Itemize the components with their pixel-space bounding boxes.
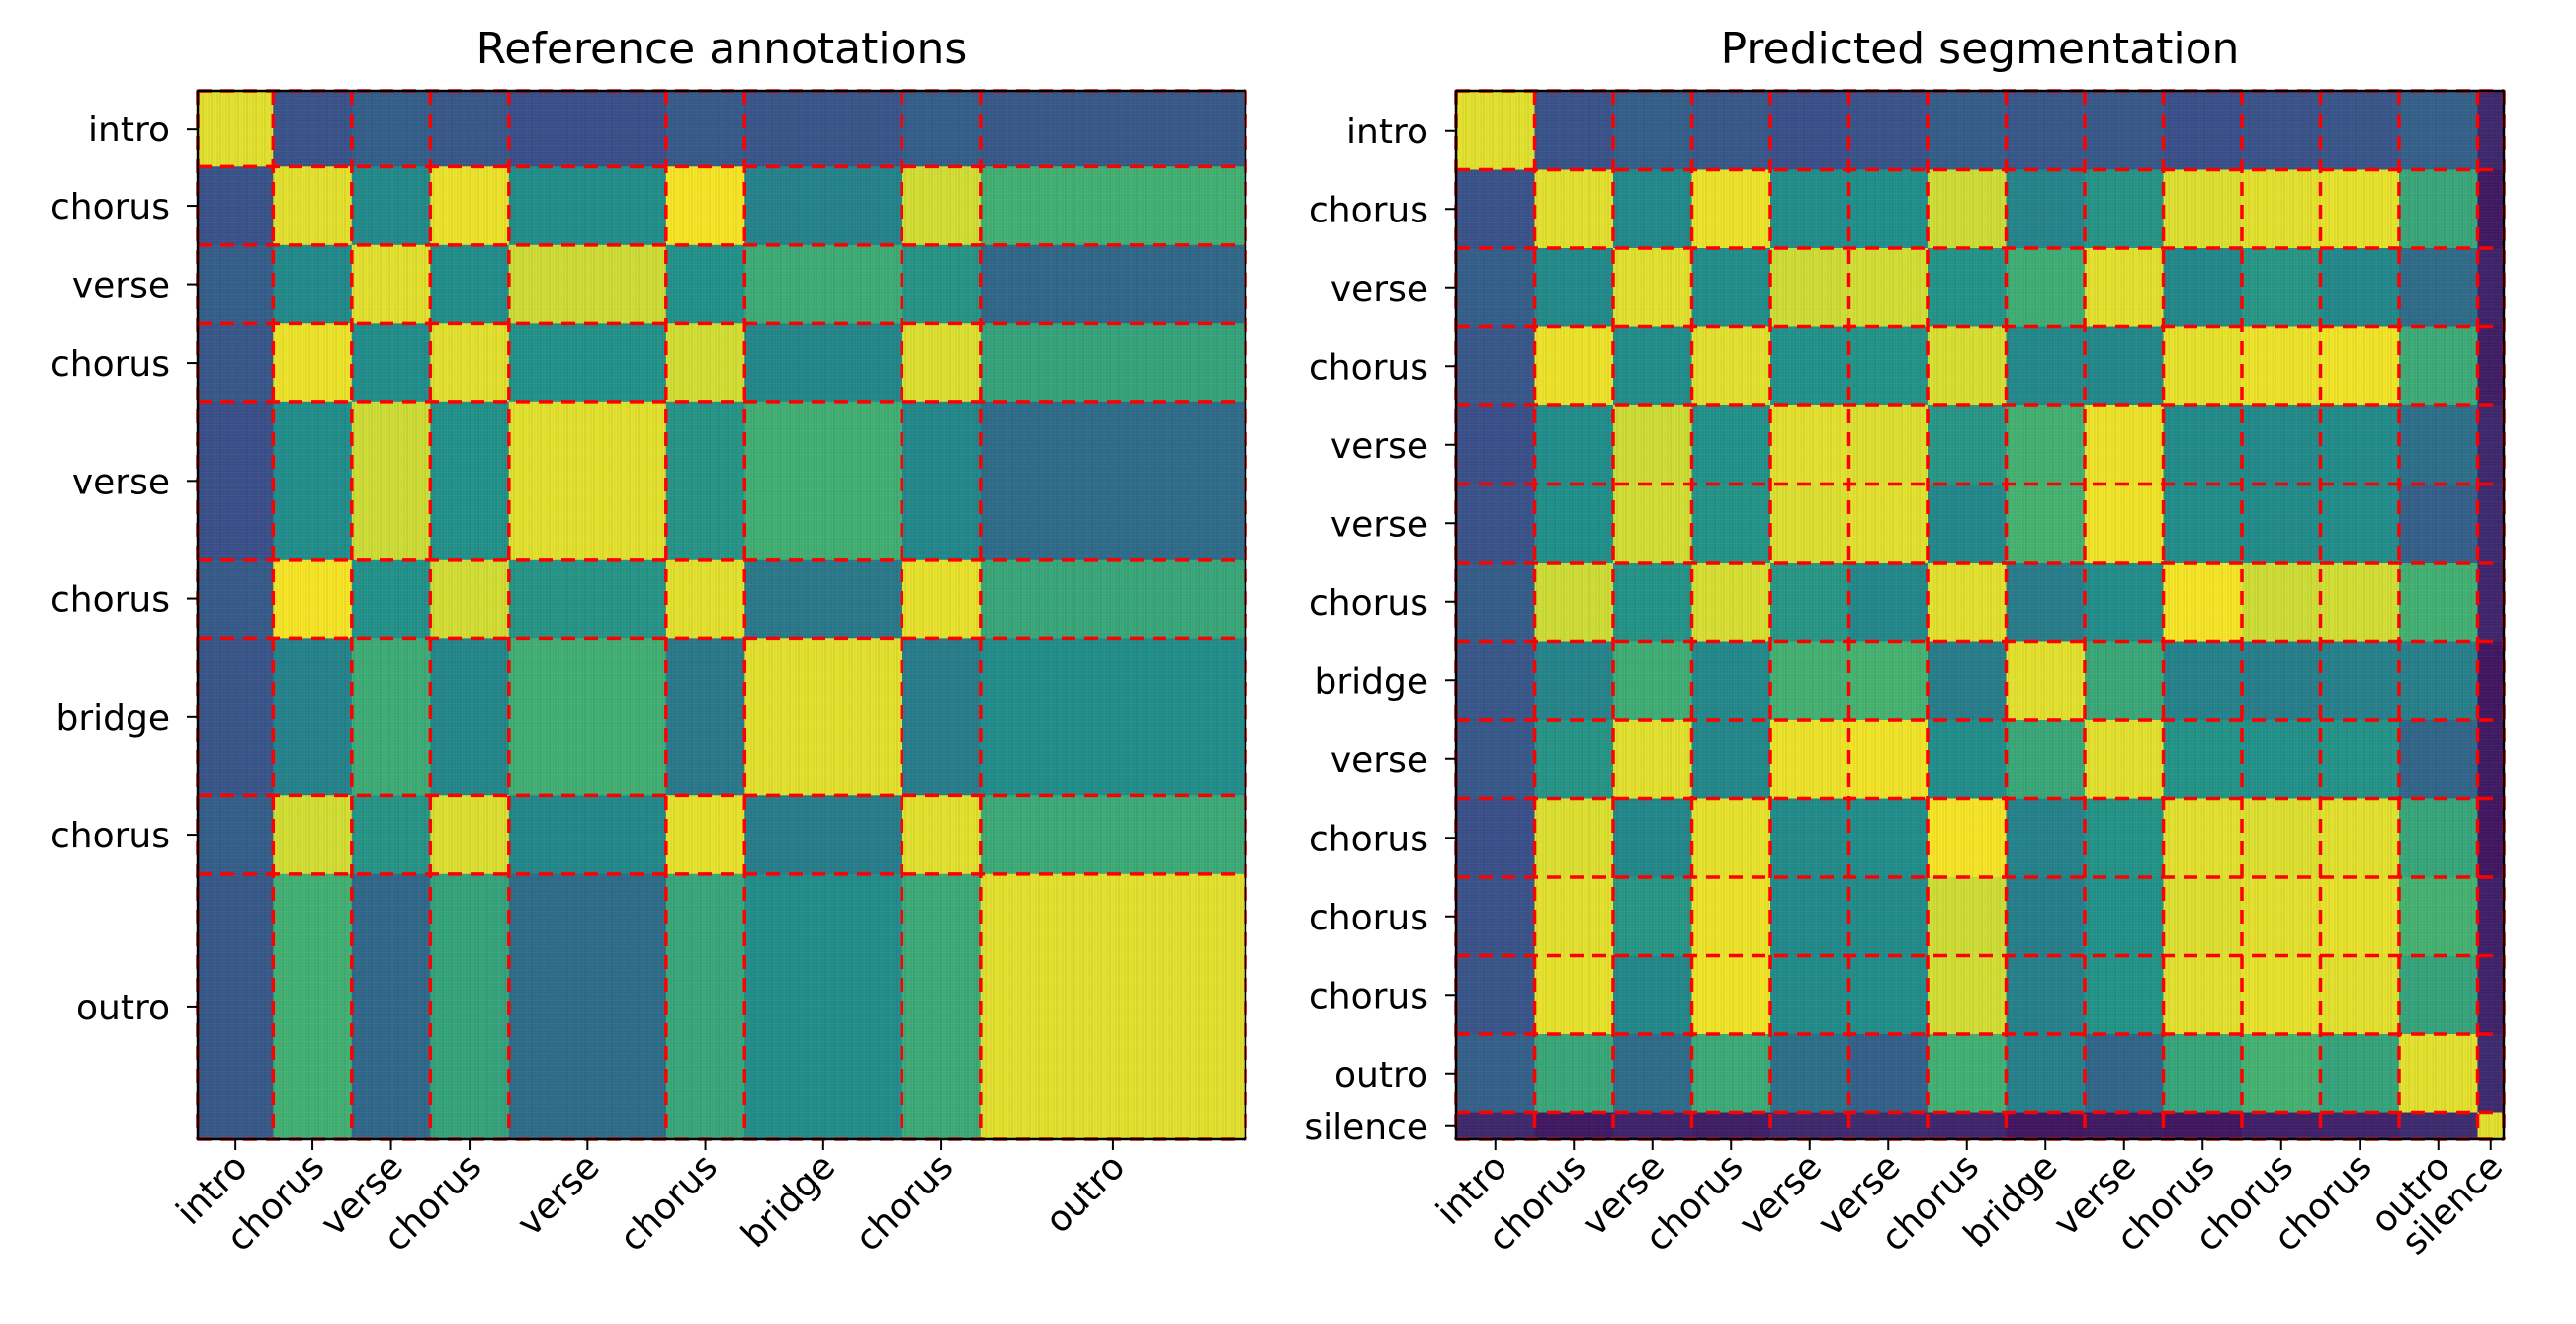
y-tick-label-bridge: bridge	[1314, 662, 1428, 702]
y-tick-label-chorus: chorus	[1309, 898, 1428, 938]
y-tick-label-chorus: chorus	[1309, 976, 1428, 1016]
y-tick-label-bridge: bridge	[55, 698, 170, 739]
y-tick-label-verse: verse	[1331, 269, 1428, 309]
x-tick-label-chorus: chorus	[612, 1146, 726, 1260]
reference-annotations-title: Reference annotations	[476, 24, 968, 74]
y-tick-label-chorus: chorus	[50, 187, 170, 227]
y-tick-label-outro: outro	[76, 988, 170, 1028]
heatmap-1	[1456, 91, 2505, 1140]
y-tick-label-outro: outro	[1334, 1055, 1428, 1096]
x-tick-label-outro: outro	[1038, 1146, 1133, 1241]
heatmap-texture	[198, 91, 1245, 1139]
predicted-segmentation-title: Predicted segmentation	[1721, 24, 2240, 74]
x-tick-label-chorus: chorus	[848, 1146, 962, 1260]
y-tick-label-chorus: chorus	[50, 344, 170, 385]
x-tick-labels-1: introchorusversechorusverseversechorusbr…	[1428, 1139, 2511, 1263]
y-tick-label-silence: silence	[1304, 1107, 1428, 1148]
y-tick-label-verse: verse	[1331, 426, 1428, 467]
y-tick-label-intro: intro	[1346, 112, 1428, 152]
x-tick-label-verse: verse	[1732, 1146, 1830, 1244]
y-tick-label-chorus: chorus	[1309, 819, 1428, 859]
y-tick-labels-0: intro chorus verse chorus verse chorus bridge c…	[50, 110, 198, 1028]
y-tick-label-chorus: chorus	[50, 580, 170, 621]
y-tick-label-verse: verse	[72, 462, 170, 502]
reference-axes-frame	[196, 89, 1247, 1141]
predicted-segmentation-panel: Predicted segmentation intro chorus verse c…	[1304, 24, 2511, 1263]
y-tick-labels-1: intro chorus verse chorus verse verse chorus br…	[1304, 112, 1456, 1148]
y-tick-label-chorus: chorus	[50, 816, 170, 856]
y-tick-label-chorus: chorus	[1309, 190, 1428, 230]
y-tick-label-verse: verse	[1331, 741, 1428, 781]
y-tick-label-intro: intro	[88, 110, 170, 150]
x-tick-label-bridge: bridge	[734, 1146, 844, 1256]
heatmap-texture	[1456, 91, 2504, 1139]
reference-annotations-panel: Reference annotations introchorusversech…	[50, 24, 1247, 1260]
y-tick-label-verse: verse	[1331, 504, 1428, 545]
y-tick-label-chorus: chorus	[1309, 347, 1428, 388]
x-tick-label-verse: verse	[510, 1146, 608, 1244]
y-tick-label-verse: verse	[72, 266, 170, 307]
y-tick-label-chorus: chorus	[1309, 583, 1428, 624]
predicted-axes-frame	[1454, 89, 2506, 1141]
heatmap-0	[198, 91, 1246, 1140]
